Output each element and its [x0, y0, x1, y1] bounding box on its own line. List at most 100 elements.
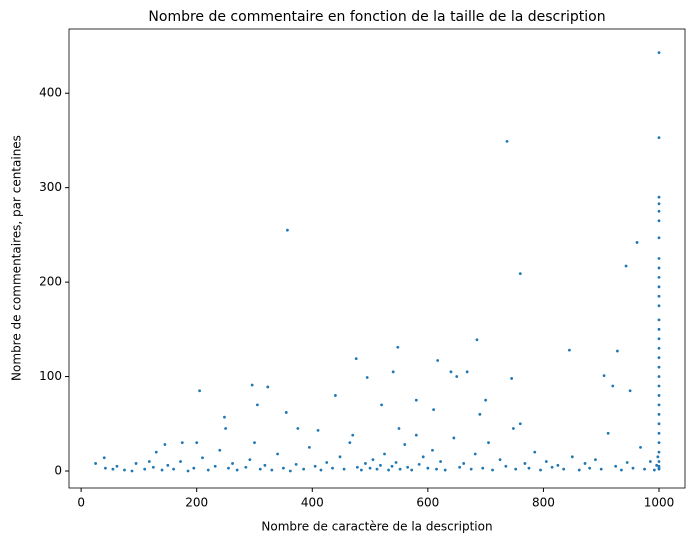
x-tick-label: 600: [416, 496, 439, 510]
point: [657, 285, 661, 289]
point: [253, 441, 256, 445]
point: [179, 460, 182, 463]
point: [206, 468, 210, 472]
point: [611, 384, 615, 388]
point: [657, 275, 661, 279]
point: [195, 441, 199, 445]
point: [426, 466, 430, 470]
point: [231, 462, 234, 465]
point: [465, 370, 469, 374]
point: [568, 348, 571, 352]
point: [435, 467, 438, 471]
point: [431, 448, 434, 452]
point: [556, 463, 560, 467]
point: [172, 467, 175, 471]
y-tick-label: 400: [39, 86, 62, 100]
point: [657, 460, 661, 463]
point: [333, 394, 337, 397]
point: [227, 466, 230, 470]
point: [359, 468, 363, 472]
point: [657, 365, 661, 369]
point: [355, 465, 359, 469]
point: [443, 468, 447, 472]
point: [151, 465, 155, 469]
point: [387, 468, 390, 472]
point: [244, 465, 248, 469]
x-tick-label: 1000: [644, 496, 675, 510]
point: [458, 465, 462, 469]
point: [657, 412, 661, 416]
point: [518, 272, 522, 276]
point: [487, 441, 490, 445]
x-axis-label: Nombre de caractère de la description: [261, 520, 492, 534]
point: [123, 468, 126, 472]
point: [599, 467, 603, 471]
point: [218, 448, 222, 452]
point: [462, 462, 466, 465]
point: [449, 370, 453, 374]
point: [657, 394, 661, 397]
point: [481, 466, 485, 470]
point: [539, 468, 542, 472]
point: [657, 356, 661, 360]
point: [368, 466, 372, 470]
point: [394, 461, 398, 464]
point: [342, 467, 346, 471]
point: [657, 304, 661, 308]
x-tick-label: 0: [77, 496, 85, 510]
point: [180, 441, 184, 445]
point: [331, 466, 334, 470]
point: [620, 468, 623, 472]
point: [533, 450, 537, 454]
point: [514, 467, 518, 471]
point: [657, 375, 661, 378]
point: [248, 458, 252, 462]
point: [371, 458, 375, 462]
point: [657, 431, 661, 435]
point: [657, 257, 661, 260]
point: [410, 468, 414, 472]
point: [365, 376, 369, 379]
point: [628, 389, 632, 393]
y-tick-label: 0: [54, 464, 62, 478]
point: [657, 318, 661, 322]
point: [639, 445, 642, 449]
point: [383, 452, 386, 456]
x-tick-label: 800: [532, 496, 555, 510]
point: [338, 455, 342, 459]
point: [657, 219, 661, 223]
point: [255, 403, 259, 407]
point: [288, 469, 292, 473]
point: [104, 466, 107, 470]
point: [414, 398, 418, 402]
point: [391, 370, 395, 374]
point: [319, 468, 323, 472]
point: [594, 458, 597, 462]
point: [577, 468, 581, 472]
y-tick-label: 200: [39, 275, 62, 289]
point: [307, 445, 311, 449]
point: [403, 443, 407, 446]
point: [143, 467, 147, 471]
point: [351, 433, 355, 437]
point: [484, 398, 488, 402]
point: [656, 455, 660, 459]
point: [657, 195, 661, 199]
point: [657, 466, 661, 470]
point: [625, 461, 629, 464]
point: [436, 359, 440, 362]
point: [473, 452, 477, 456]
point: [163, 443, 167, 446]
point: [652, 468, 656, 472]
point: [375, 467, 379, 471]
x-tick-label: 400: [301, 496, 324, 510]
point: [397, 427, 401, 430]
point: [421, 455, 425, 459]
point: [213, 464, 217, 468]
point: [452, 436, 456, 440]
point: [657, 403, 661, 407]
point: [134, 462, 138, 465]
point: [657, 337, 661, 341]
point: [286, 228, 289, 232]
point: [657, 441, 661, 445]
